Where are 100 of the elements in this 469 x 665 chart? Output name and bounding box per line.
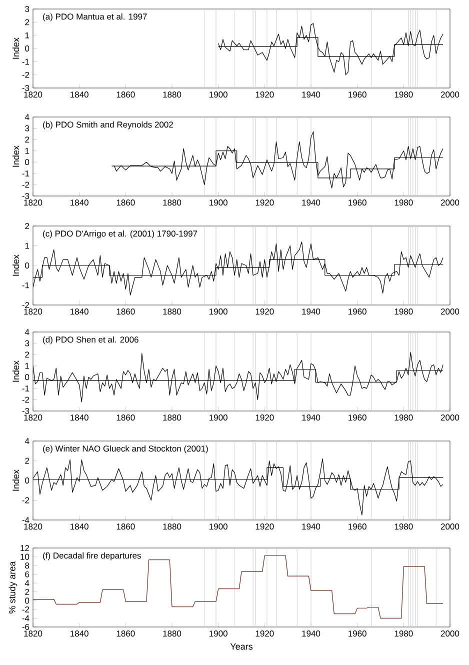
x-tick-label: 2000 xyxy=(440,524,460,530)
y-tick-label: -2 xyxy=(22,72,30,78)
x-tick-label: 1900 xyxy=(210,524,228,530)
x-tick-label: 1940 xyxy=(302,92,320,98)
x-tick-label: 1820 xyxy=(24,200,42,206)
x-tick-label: 1860 xyxy=(116,200,135,206)
x-tick-label: 1980 xyxy=(394,524,413,530)
y-tick-label: -2 xyxy=(22,396,30,403)
y-tick-label: -3 xyxy=(22,193,30,200)
y-tick-label: 0 xyxy=(25,598,30,604)
x-tick-label: 2000 xyxy=(440,200,460,206)
y-tick-label: -6 xyxy=(22,624,30,630)
x-tick-label: 1960 xyxy=(348,308,366,315)
x-tick-label: 1960 xyxy=(348,200,366,206)
y-tick-label: -3 xyxy=(22,408,30,414)
y-axis-title: % study area xyxy=(8,561,18,614)
x-tick-label: 1840 xyxy=(70,308,88,315)
x-tick-label: 1820 xyxy=(24,630,42,637)
x-tick-label: 1900 xyxy=(210,308,228,315)
x-tick-label: 1940 xyxy=(302,630,320,637)
x-tick-label: 1860 xyxy=(116,524,135,530)
chart-title: (c) PDO D'Arrigo et al. (2001) 1790-1997 xyxy=(43,230,198,238)
x-tick-label: 1940 xyxy=(302,200,320,206)
x-tick-label: 2000 xyxy=(440,414,460,421)
x-tick-label: 1900 xyxy=(210,92,228,98)
y-tick-label: -3 xyxy=(22,85,30,92)
x-tick-label: 1840 xyxy=(70,414,88,421)
x-tick-label: 1880 xyxy=(163,200,182,206)
x-tick-label: 1980 xyxy=(394,414,413,421)
y-tick-label: 4 xyxy=(24,438,30,444)
x-tick-label: 1960 xyxy=(348,524,366,530)
x-tick-label: 1960 xyxy=(348,630,366,637)
x-tick-label: 1980 xyxy=(394,308,413,315)
y-tick-label: 4 xyxy=(24,329,30,335)
x-tick-label: 2000 xyxy=(440,92,460,98)
x-tick-label: 1860 xyxy=(116,308,135,315)
y-tick-label: 0 xyxy=(25,477,30,484)
chart-title: (d) PDO Shen et al. 2006 xyxy=(43,336,138,344)
x-tick-label: 1820 xyxy=(24,308,42,315)
x-tick-label: 1980 xyxy=(394,630,413,637)
chart-title: (e) Winter NAO Glueck and Stockton (2001) xyxy=(43,445,208,454)
x-tick-label: 1960 xyxy=(348,414,366,421)
y-tick-label: 1 xyxy=(25,148,30,154)
x-tick-label: 1880 xyxy=(163,414,182,421)
y-tick-label: 0 xyxy=(25,374,30,380)
y-tick-label: 8 xyxy=(25,562,30,569)
y-tick-label: 6 xyxy=(25,571,30,578)
x-tick-label: 1880 xyxy=(163,92,182,98)
x-tick-label: 1840 xyxy=(70,200,88,206)
chart-title: (b) PDO Smith and Reynolds 2002 xyxy=(43,121,173,130)
x-tick-label: 1980 xyxy=(394,92,413,98)
y-tick-label: 2 xyxy=(25,458,30,464)
y-tick-label: 3 xyxy=(25,340,30,346)
x-tick-label: 1820 xyxy=(24,524,42,530)
y-tick-label: -4 xyxy=(22,615,30,622)
x-tick-label: 1920 xyxy=(256,630,274,637)
y-tick-label: -4 xyxy=(22,517,30,523)
x-tick-label: 1980 xyxy=(394,200,413,206)
y-axis-title: Index xyxy=(12,146,20,167)
y-tick-label: -1 xyxy=(22,282,30,288)
x-tick-label: 1960 xyxy=(348,92,366,98)
y-tick-label: 0 xyxy=(25,159,30,166)
chart-title: (f) Decadal fire departures xyxy=(43,552,141,560)
y-tick-label: 12 xyxy=(20,545,30,551)
x-tick-label: 1920 xyxy=(256,200,274,206)
y-tick-label: 2 xyxy=(25,588,30,595)
y-axis-title: Index xyxy=(12,360,20,382)
y-tick-label: -2 xyxy=(22,606,30,612)
x-tick-label: 1820 xyxy=(24,414,42,421)
y-axis-title: Index xyxy=(12,254,20,276)
y-tick-label: 1 xyxy=(25,362,30,369)
y-tick-label: 0 xyxy=(25,46,30,52)
y-tick-label: -1 xyxy=(22,170,30,176)
y-tick-label: 0 xyxy=(25,262,30,269)
y-tick-label: 2 xyxy=(25,223,30,229)
x-tick-label: 1880 xyxy=(163,524,182,530)
x-tick-label: 1920 xyxy=(256,308,274,315)
y-axis-title: Index xyxy=(12,38,20,59)
x-tick-label: 1840 xyxy=(70,524,88,530)
y-tick-label: -1 xyxy=(22,386,30,392)
x-axis-title: Years xyxy=(230,643,253,650)
x-tick-label: 1900 xyxy=(210,630,228,637)
y-tick-label: 1 xyxy=(25,32,30,38)
x-tick-label: 1860 xyxy=(116,630,135,637)
x-tick-label: 2000 xyxy=(440,308,460,315)
y-axis-title: Index xyxy=(12,470,20,491)
y-tick-label: -2 xyxy=(22,497,30,504)
x-tick-label: 1920 xyxy=(256,92,274,98)
y-tick-label: 4 xyxy=(24,580,30,586)
y-tick-label: -2 xyxy=(22,302,30,308)
y-tick-label: 3 xyxy=(25,125,30,132)
x-tick-label: 1940 xyxy=(302,524,320,530)
x-tick-label: 1860 xyxy=(116,414,135,421)
y-tick-label: 1 xyxy=(25,242,30,249)
y-tick-label: 3 xyxy=(25,6,30,12)
x-tick-label: 1900 xyxy=(210,414,228,421)
y-tick-label: 2 xyxy=(25,136,30,143)
x-tick-label: 1820 xyxy=(24,92,42,98)
x-tick-label: 1860 xyxy=(116,92,135,98)
x-tick-label: 1920 xyxy=(256,524,274,530)
